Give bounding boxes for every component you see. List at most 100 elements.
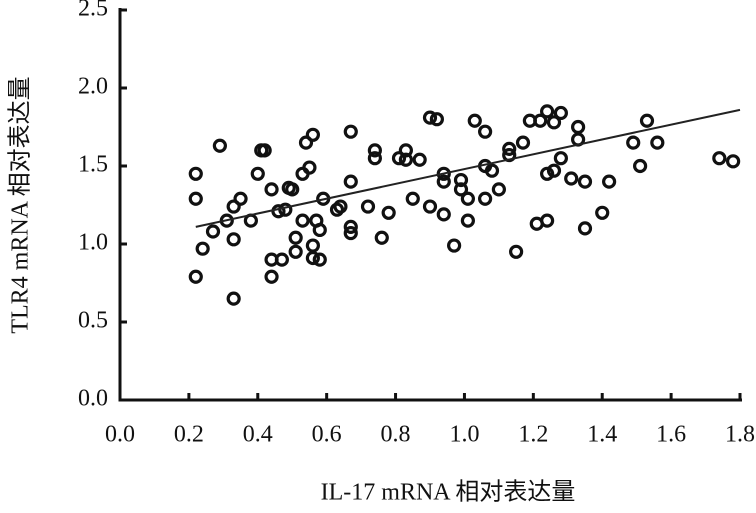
- point: [226, 199, 241, 214]
- point: [302, 160, 317, 175]
- point: [533, 113, 548, 128]
- point: [726, 154, 741, 169]
- point: [422, 199, 438, 214]
- point: [540, 166, 555, 181]
- point: [436, 174, 451, 189]
- point: [398, 152, 413, 167]
- point: [305, 250, 320, 266]
- point: [540, 213, 555, 228]
- x-axis-label: IL-17 mRNA 相对表达量: [321, 479, 576, 506]
- point: [343, 219, 358, 234]
- y-tick-label: 2.5: [78, 0, 108, 22]
- y-axis-label: TLR4 mRNA 相对表达量: [7, 76, 34, 333]
- point: [571, 119, 586, 135]
- y-tick-label: 2.0: [78, 74, 108, 100]
- point: [343, 124, 358, 139]
- point: [422, 110, 438, 125]
- point: [391, 151, 407, 166]
- point: [250, 166, 265, 181]
- point: [298, 135, 314, 150]
- point: [412, 152, 427, 167]
- point: [436, 207, 451, 222]
- point: [453, 172, 469, 188]
- x-tick-label: 1.6: [656, 422, 686, 448]
- point: [577, 221, 593, 236]
- point: [381, 205, 396, 220]
- x-tick-label: 0.6: [312, 422, 342, 448]
- point: [712, 151, 727, 166]
- point: [212, 138, 227, 153]
- point: [188, 191, 203, 206]
- point: [546, 163, 562, 178]
- point: [447, 238, 462, 253]
- point: [333, 199, 348, 214]
- point: [274, 252, 289, 267]
- point: [546, 115, 562, 130]
- x-tick-label: 1.8: [725, 422, 755, 448]
- point: [405, 191, 420, 206]
- point: [305, 238, 320, 253]
- point: [540, 104, 555, 119]
- point: [305, 127, 320, 142]
- point: [453, 182, 469, 197]
- point: [602, 174, 617, 189]
- y-tick-label: 0.5: [78, 308, 108, 334]
- point: [188, 269, 203, 284]
- point: [515, 135, 531, 150]
- point: [285, 182, 300, 197]
- x-tick-label: 0.8: [381, 422, 411, 448]
- point: [478, 124, 493, 139]
- x-tick-label: 1.4: [587, 422, 617, 448]
- point: [502, 141, 517, 156]
- x-tick-label: 0.4: [243, 422, 273, 448]
- point: [650, 135, 665, 150]
- x-tick-label: 1.2: [518, 422, 548, 448]
- point: [288, 230, 303, 245]
- x-tick-label: 0.0: [105, 422, 135, 448]
- point: [226, 291, 241, 306]
- point: [564, 171, 579, 186]
- point: [502, 147, 517, 163]
- point: [460, 213, 475, 228]
- point: [257, 143, 272, 158]
- point: [233, 191, 248, 206]
- point: [639, 113, 655, 128]
- point: [484, 163, 500, 178]
- x-tick-label: 0.2: [174, 422, 204, 448]
- point: [195, 241, 210, 256]
- point: [343, 174, 358, 189]
- point: [509, 244, 524, 259]
- point: [553, 151, 568, 166]
- y-tick-label: 1.5: [78, 152, 108, 178]
- point: [295, 213, 310, 228]
- point: [367, 151, 382, 166]
- point: [360, 199, 376, 214]
- y-tick-label: 0.0: [78, 386, 108, 412]
- point: [460, 191, 475, 206]
- point: [312, 252, 327, 267]
- point: [478, 191, 493, 206]
- y-tick-label: 1.0: [78, 230, 108, 256]
- point: [626, 135, 641, 150]
- point: [633, 158, 648, 174]
- x-tick-label: 1.0: [449, 422, 479, 448]
- point: [491, 182, 506, 197]
- point: [264, 182, 279, 197]
- point: [595, 205, 610, 220]
- point: [205, 224, 221, 239]
- point: [553, 105, 568, 121]
- point: [264, 269, 279, 284]
- point: [188, 166, 203, 181]
- point: [367, 143, 382, 158]
- point: [398, 143, 413, 158]
- point: [467, 113, 482, 128]
- point: [577, 174, 593, 189]
- point: [343, 225, 358, 241]
- point: [374, 230, 389, 245]
- point: [312, 222, 327, 238]
- point: [226, 232, 241, 247]
- trend-line: [195, 108, 741, 228]
- point: [288, 244, 303, 259]
